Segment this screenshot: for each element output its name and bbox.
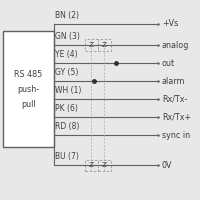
Text: out: out [162,58,175,68]
Bar [84,160,98,170]
Text: analog: analog [162,40,189,49]
Text: RS 485: RS 485 [14,70,43,79]
Text: PK (6): PK (6) [55,104,78,113]
Text: pull: pull [21,100,36,108]
Text: YE (4): YE (4) [55,50,78,59]
Text: push-: push- [17,85,40,94]
Text: +Vs: +Vs [162,20,178,28]
Text: sync in: sync in [162,130,190,140]
Text: BU (7): BU (7) [55,152,79,161]
Text: Rx/Tx+: Rx/Tx+ [162,112,191,121]
Bar [98,40,110,50]
Text: Z: Z [102,42,106,48]
Text: RD (8): RD (8) [55,122,79,131]
Bar [3,31,54,147]
Text: BN (2): BN (2) [55,11,79,20]
Text: alarm: alarm [162,76,186,86]
Text: GN (3): GN (3) [55,32,80,41]
Text: 0V: 0V [162,160,172,170]
Text: Rx/Tx-: Rx/Tx- [162,95,187,104]
Text: Z: Z [102,162,106,168]
Bar [98,160,110,170]
Text: GY (5): GY (5) [55,68,78,77]
Text: WH (1): WH (1) [55,86,81,95]
Text: Z: Z [88,162,94,168]
Bar [84,40,98,50]
Text: Z: Z [88,42,94,48]
